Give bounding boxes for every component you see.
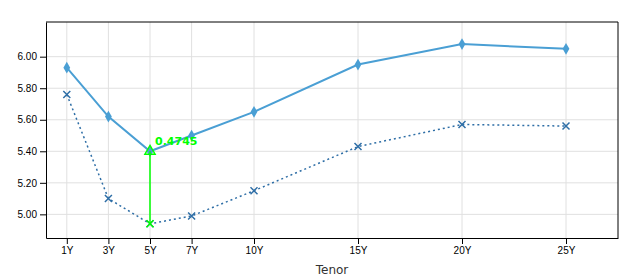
x-tick-mark	[462, 238, 463, 244]
y-tick: 5.00	[18, 209, 46, 220]
point	[459, 38, 466, 50]
x-tick-label: 7Y	[186, 245, 199, 256]
grid-line-y	[46, 182, 618, 183]
y-tick-label: 5.00	[18, 209, 38, 220]
line	[67, 95, 566, 224]
annotation-triangle	[145, 145, 155, 154]
y-axis-line	[46, 23, 47, 239]
point	[355, 143, 362, 150]
frame-right	[618, 22, 619, 238]
annotation-text: 0.4745	[155, 135, 197, 148]
x-tick-mark	[358, 238, 359, 244]
annotation-line	[149, 151, 151, 224]
grid-line-y	[46, 88, 618, 89]
y-tick-mark	[40, 57, 46, 58]
x-tick: 3Y	[103, 238, 116, 256]
point	[63, 62, 70, 74]
x-tick-mark	[192, 238, 193, 244]
y-tick: 5.60	[18, 114, 46, 125]
x-tick-mark	[67, 238, 68, 244]
x-tick: 10Y	[246, 238, 264, 256]
x-axis-title: Tenor	[315, 263, 349, 277]
point	[188, 212, 195, 219]
point	[105, 195, 112, 202]
y-tick-mark	[40, 88, 46, 89]
y-tick: 5.20	[18, 178, 46, 189]
x-tick-label: 1Y	[61, 245, 74, 256]
y-tick-label: 5.60	[18, 114, 38, 125]
grid-line-x	[66, 22, 67, 238]
x-tick: 7Y	[186, 238, 199, 256]
x-tick: 20Y	[454, 238, 472, 256]
grid-line-y	[46, 56, 618, 57]
point	[563, 123, 570, 130]
grid-line-y	[46, 151, 618, 152]
x-axis-line	[47, 238, 619, 239]
grid-line-x	[462, 22, 463, 238]
y-tick-mark	[40, 120, 46, 121]
x-tick-mark	[254, 238, 255, 244]
grid-line-x	[108, 22, 109, 238]
x-tick-mark	[150, 238, 151, 244]
point	[251, 187, 258, 194]
x-tick-label: 20Y	[454, 245, 472, 256]
y-tick-label: 6.00	[18, 51, 38, 62]
grid-line-y	[46, 119, 618, 120]
y-tick-label: 5.80	[18, 83, 38, 94]
y-tick-mark	[40, 151, 46, 152]
y-tick: 6.00	[18, 51, 46, 62]
y-tick-mark	[40, 214, 46, 215]
grid-line-y	[46, 214, 618, 215]
x-tick-mark	[108, 238, 109, 244]
y-axis: 5.00 5.20 5.40 5.60 5.80 6.00	[18, 23, 47, 239]
grid	[46, 22, 618, 238]
x-tick-label: 15Y	[350, 245, 368, 256]
y-tick-mark	[40, 183, 46, 184]
x-tick-label: 10Y	[246, 245, 264, 256]
point	[251, 106, 258, 118]
x-tick-label: 5Y	[144, 245, 157, 256]
y-tick-label: 5.20	[18, 178, 38, 189]
x-tick-label: 25Y	[558, 245, 576, 256]
x-tick: 5Y	[144, 238, 157, 256]
point	[63, 91, 70, 98]
x-tick: 15Y	[350, 238, 368, 256]
y-tick-label: 5.40	[18, 146, 38, 157]
y-tick: 5.40	[18, 146, 46, 157]
annotation-x	[147, 220, 154, 227]
point	[563, 43, 570, 55]
grid-line-x	[254, 22, 255, 238]
x-tick-label: 3Y	[103, 245, 116, 256]
x-tick: 1Y	[61, 238, 74, 256]
grid-line-x	[150, 22, 151, 238]
plot-area: 1Y 3Y 5Y 7Y 10Y 15Y 20Y 25Y 5.00 5.20 5.40 5.60 5.80…	[18, 22, 619, 256]
x-tick: 25Y	[558, 238, 576, 256]
marks	[63, 38, 569, 227]
x-tick-mark	[566, 238, 567, 244]
grid-line-x	[358, 22, 359, 238]
x-axis: 1Y 3Y 5Y 7Y 10Y 15Y 20Y 25Y	[47, 238, 619, 256]
frame-top	[46, 22, 618, 23]
line	[67, 44, 566, 151]
point	[459, 121, 466, 128]
y-tick: 5.80	[18, 83, 46, 94]
chart: 1Y 3Y 5Y 7Y 10Y 15Y 20Y 25Y 5.00 5.20 5.40 5.60 5.80…	[0, 0, 634, 280]
point	[105, 111, 112, 123]
point	[355, 59, 362, 71]
